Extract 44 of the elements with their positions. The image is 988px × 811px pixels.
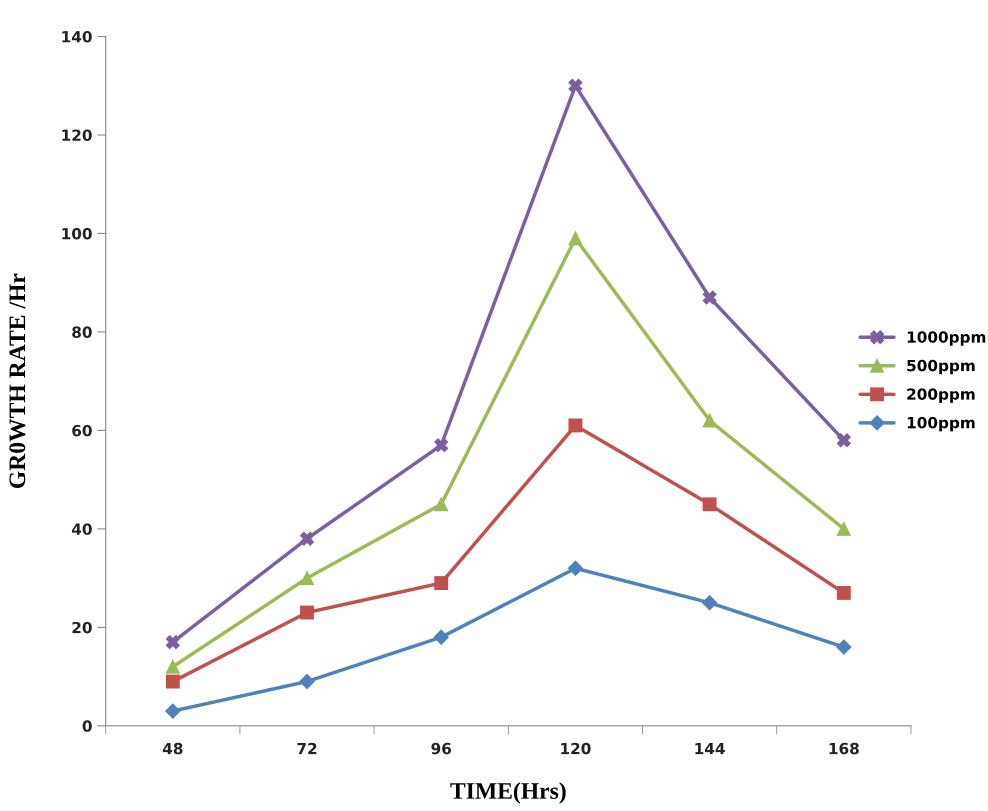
- legend-label: 500ppm: [907, 360, 975, 374]
- x-tick-label: 168: [830, 742, 859, 754]
- y-axis-title: GR0WTH RATE /Hr: [9, 274, 26, 488]
- point: [166, 674, 180, 688]
- point: [300, 532, 314, 546]
- point: [434, 438, 448, 452]
- x-tick-label: 96: [431, 742, 452, 754]
- y-tick-label: 120: [62, 129, 92, 141]
- point: [300, 571, 314, 586]
- point: [702, 414, 717, 428]
- legend-label: 100ppm: [908, 416, 975, 432]
- x-tick-label: 48: [162, 742, 182, 754]
- point: [836, 639, 852, 655]
- point: [568, 231, 582, 246]
- y-tick-label: 80: [72, 326, 92, 338]
- point: [702, 497, 717, 512]
- point: [568, 78, 582, 93]
- point: [434, 630, 449, 645]
- legend-label: 200ppm: [907, 388, 975, 403]
- point: [836, 522, 851, 536]
- point: [165, 704, 180, 719]
- x-tick-label: 144: [695, 742, 725, 754]
- y-tick-label: 20: [72, 622, 92, 634]
- x-axis-title: TIME(Hrs): [450, 782, 566, 804]
- point: [702, 290, 717, 304]
- x-tick-label: 120: [561, 742, 591, 754]
- y-tick-label: 40: [72, 523, 92, 535]
- point: [702, 595, 718, 610]
- point: [166, 660, 180, 674]
- y-tick-label: 100: [62, 228, 92, 240]
- legend-label: 1000ppm: [908, 331, 986, 346]
- y-tick-label: 0: [82, 720, 92, 732]
- point: [166, 635, 180, 650]
- point: [836, 586, 851, 600]
- point: [300, 606, 314, 620]
- point: [568, 560, 583, 576]
- point: [299, 674, 315, 690]
- y-tick-label: 60: [72, 424, 92, 436]
- x-tick-label: 72: [297, 742, 316, 754]
- y-tick-label: 140: [62, 30, 92, 43]
- point: [434, 576, 448, 590]
- point: [568, 418, 582, 432]
- point: [434, 497, 448, 512]
- point: [836, 433, 851, 448]
